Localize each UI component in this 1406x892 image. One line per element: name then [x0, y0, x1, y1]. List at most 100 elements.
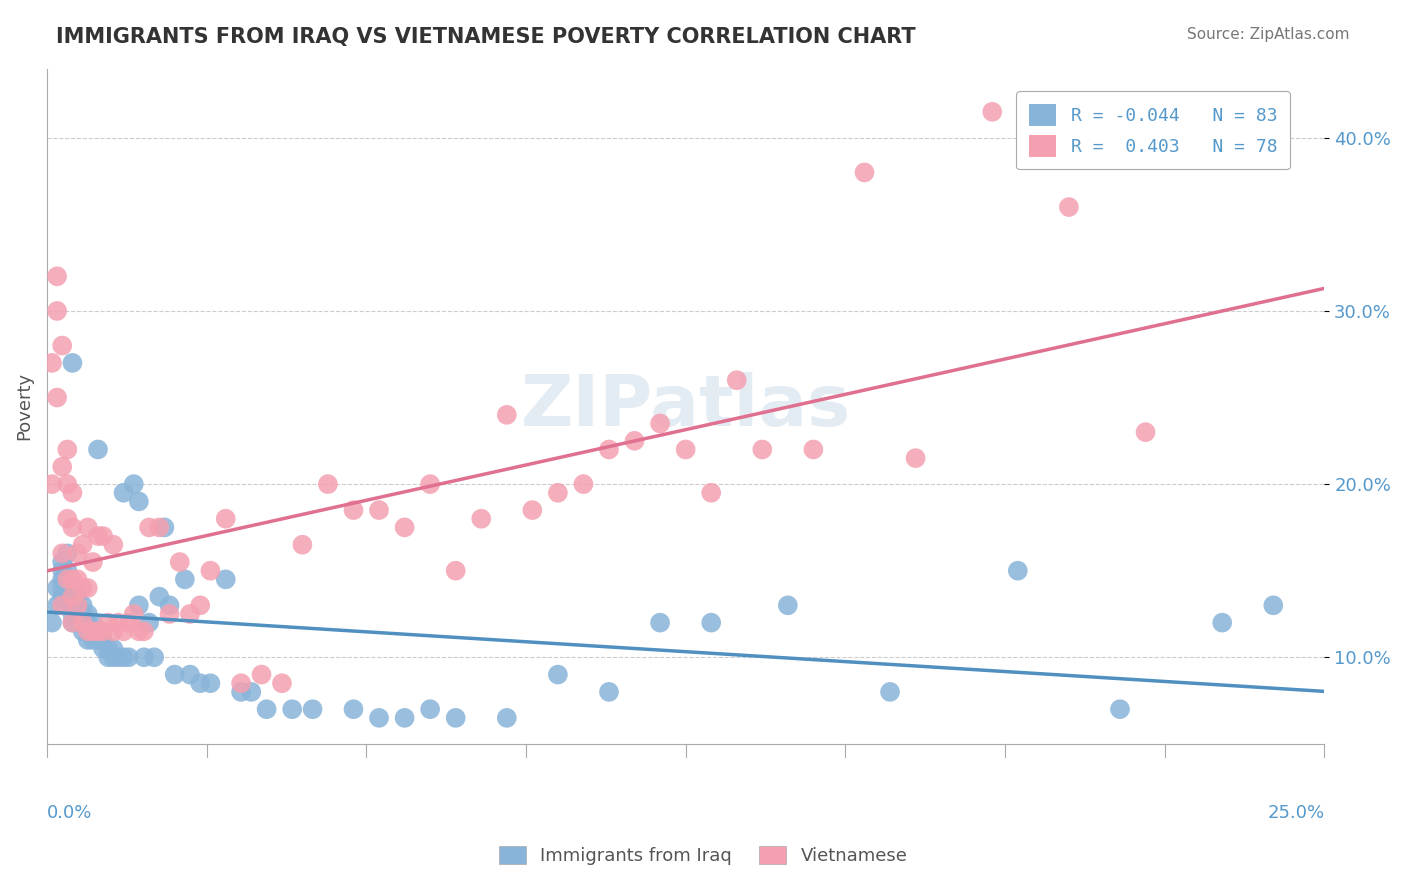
Point	[46, 581, 69, 595]
Point	[368, 711, 391, 725]
Point	[572, 477, 595, 491]
Point	[66, 572, 89, 586]
Point	[56, 512, 79, 526]
Point	[1135, 425, 1157, 439]
Point	[368, 503, 391, 517]
Point	[41, 477, 63, 491]
Point	[394, 711, 416, 725]
Point	[87, 624, 110, 639]
Point	[1263, 599, 1285, 613]
Point	[419, 702, 441, 716]
Point	[904, 451, 927, 466]
Text: 25.0%: 25.0%	[1267, 805, 1324, 822]
Text: 0.0%: 0.0%	[46, 805, 93, 822]
Point	[51, 581, 73, 595]
Point	[62, 599, 84, 613]
Text: Source: ZipAtlas.com: Source: ZipAtlas.com	[1187, 27, 1350, 42]
Point	[72, 581, 94, 595]
Point	[82, 624, 104, 639]
Point	[169, 555, 191, 569]
Point	[56, 477, 79, 491]
Point	[51, 338, 73, 352]
Point	[159, 607, 181, 621]
Point	[107, 650, 129, 665]
Point	[229, 685, 252, 699]
Point	[163, 667, 186, 681]
Point	[41, 615, 63, 630]
Point	[62, 590, 84, 604]
Point	[444, 564, 467, 578]
Point	[148, 520, 170, 534]
Point	[66, 607, 89, 621]
Text: ZIPatlas: ZIPatlas	[520, 372, 851, 441]
Point	[56, 572, 79, 586]
Point	[342, 702, 364, 716]
Point	[342, 503, 364, 517]
Point	[159, 599, 181, 613]
Point	[598, 442, 620, 457]
Point	[82, 624, 104, 639]
Point	[853, 165, 876, 179]
Point	[153, 520, 176, 534]
Point	[138, 520, 160, 534]
Point	[291, 538, 314, 552]
Point	[648, 417, 671, 431]
Point	[82, 615, 104, 630]
Point	[62, 615, 84, 630]
Point	[103, 538, 125, 552]
Point	[62, 615, 84, 630]
Point	[112, 624, 135, 639]
Point	[97, 641, 120, 656]
Point	[62, 572, 84, 586]
Point	[56, 546, 79, 560]
Point	[56, 599, 79, 613]
Point	[91, 624, 114, 639]
Point	[700, 615, 723, 630]
Point	[215, 512, 238, 526]
Point	[1057, 200, 1080, 214]
Point	[76, 607, 98, 621]
Legend: R = -0.044   N = 83, R =  0.403   N = 78: R = -0.044 N = 83, R = 0.403 N = 78	[1017, 91, 1289, 169]
Point	[97, 615, 120, 630]
Point	[41, 356, 63, 370]
Point	[62, 520, 84, 534]
Point	[623, 434, 645, 448]
Point	[72, 615, 94, 630]
Point	[725, 373, 748, 387]
Point	[132, 650, 155, 665]
Point	[1007, 564, 1029, 578]
Point	[250, 667, 273, 681]
Point	[72, 599, 94, 613]
Point	[128, 599, 150, 613]
Point	[256, 702, 278, 716]
Point	[118, 650, 141, 665]
Point	[675, 442, 697, 457]
Point	[122, 477, 145, 491]
Point	[56, 564, 79, 578]
Point	[547, 667, 569, 681]
Y-axis label: Poverty: Poverty	[15, 372, 32, 441]
Point	[419, 477, 441, 491]
Point	[301, 702, 323, 716]
Point	[51, 546, 73, 560]
Point	[46, 304, 69, 318]
Point	[751, 442, 773, 457]
Point	[56, 590, 79, 604]
Point	[66, 546, 89, 560]
Point	[240, 685, 263, 699]
Point	[56, 581, 79, 595]
Point	[46, 599, 69, 613]
Point	[51, 555, 73, 569]
Point	[51, 572, 73, 586]
Point	[148, 590, 170, 604]
Point	[82, 555, 104, 569]
Legend: Immigrants from Iraq, Vietnamese: Immigrants from Iraq, Vietnamese	[489, 837, 917, 874]
Point	[981, 104, 1004, 119]
Point	[66, 590, 89, 604]
Point	[51, 564, 73, 578]
Point	[87, 624, 110, 639]
Point	[97, 650, 120, 665]
Point	[188, 599, 211, 613]
Point	[72, 607, 94, 621]
Point	[46, 269, 69, 284]
